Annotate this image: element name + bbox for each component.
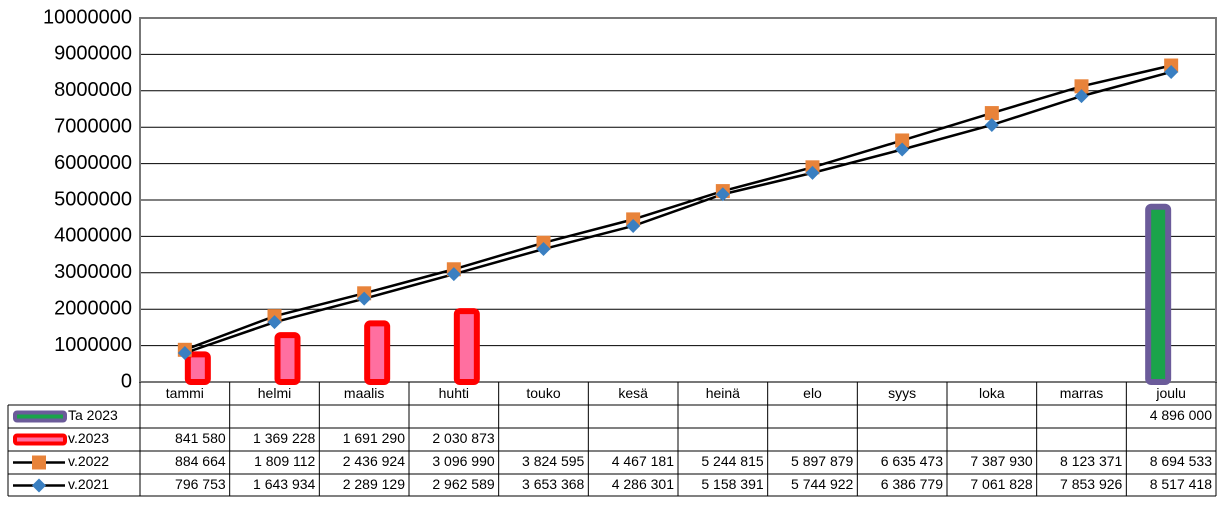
y-tick-label: 1000000 [54,334,132,356]
legend-swatch [13,433,67,446]
table-value: 4 467 181 [612,453,674,469]
marker [895,142,910,157]
line [184,64,1172,351]
table-value: 2 289 129 [343,476,405,492]
table-value: 5 244 815 [701,453,763,469]
table-value: 8 694 533 [1150,453,1212,469]
table-value: 7 061 828 [970,476,1032,492]
table-value: 4 286 301 [612,476,674,492]
y-tick-label: 3000000 [54,261,132,283]
marker [536,242,551,257]
y-tick-label: 10000000 [43,6,132,28]
marker [357,291,372,306]
table-value: 7 387 930 [970,453,1032,469]
marker [984,117,999,132]
x-tick-label: tammi [166,385,204,401]
y-tick-label: 7000000 [54,115,132,137]
marker [446,267,461,282]
marker [1074,79,1089,94]
table-value: 6 386 779 [881,476,943,492]
y-tick-label: 5000000 [54,188,132,210]
bar [274,332,301,385]
table-value: 2 962 589 [432,476,494,492]
x-tick-label: touko [526,385,560,401]
table-value: 3 096 990 [432,453,494,469]
table-value: 2 030 873 [432,430,494,446]
line [184,70,1172,355]
y-tick-label: 9000000 [54,43,132,65]
table-value: 1 369 228 [253,430,315,446]
marker [715,187,730,202]
table-value: 841 580 [175,430,226,446]
table-value: 4 896 000 [1150,407,1212,423]
table-value: 8 123 371 [1060,453,1122,469]
marker [984,106,999,121]
table-value: 5 897 879 [791,453,853,469]
x-tick-label: elo [803,385,822,401]
legend-label: v.2023 [68,430,109,446]
table-value: 1 643 934 [253,476,315,492]
table-value: 5 744 922 [791,476,853,492]
y-tick-label: 2000000 [54,297,132,319]
y-tick-label: 8000000 [54,79,132,101]
marker [1164,64,1179,79]
x-tick-label: kesä [618,385,648,401]
legend-label: v.2021 [68,476,109,492]
marker [805,165,820,180]
legend-label: Ta 2023 [68,407,118,423]
table-value: 8 517 418 [1150,476,1212,492]
marker [1074,89,1089,104]
table-value: 1 691 290 [343,430,405,446]
table-value: 796 753 [175,476,226,492]
x-tick-label: marras [1060,385,1104,401]
marker [895,133,910,148]
legend-swatch [13,410,67,423]
bar [364,320,391,385]
x-tick-label: maalis [344,385,384,401]
bar [453,308,480,386]
x-tick-label: loka [979,385,1005,401]
table-value: 3 653 368 [522,476,584,492]
legend-label: v.2022 [68,453,109,469]
table-value: 1 809 112 [254,453,315,469]
legend-marker [32,455,46,470]
x-tick-label: syys [888,385,916,401]
y-tick-label: 4000000 [54,225,132,247]
table-value: 2 436 924 [343,453,405,469]
marker [267,315,282,330]
legend-marker [32,478,46,493]
bar [1145,203,1172,385]
x-tick-label: helmi [258,385,291,401]
table-value: 3 824 595 [522,453,584,469]
table-value: 6 635 473 [881,453,943,469]
x-tick-label: huhti [439,385,469,401]
table-value: 7 853 926 [1060,476,1122,492]
marker [177,345,192,360]
y-tick-label: 0 [121,370,132,392]
x-tick-label: joulu [1155,385,1186,401]
table-value: 5 158 391 [701,476,763,492]
marker [626,218,641,233]
table-value: 884 664 [175,453,226,469]
x-tick-label: heinä [706,385,740,401]
bar [184,351,211,385]
y-tick-label: 6000000 [54,152,132,174]
